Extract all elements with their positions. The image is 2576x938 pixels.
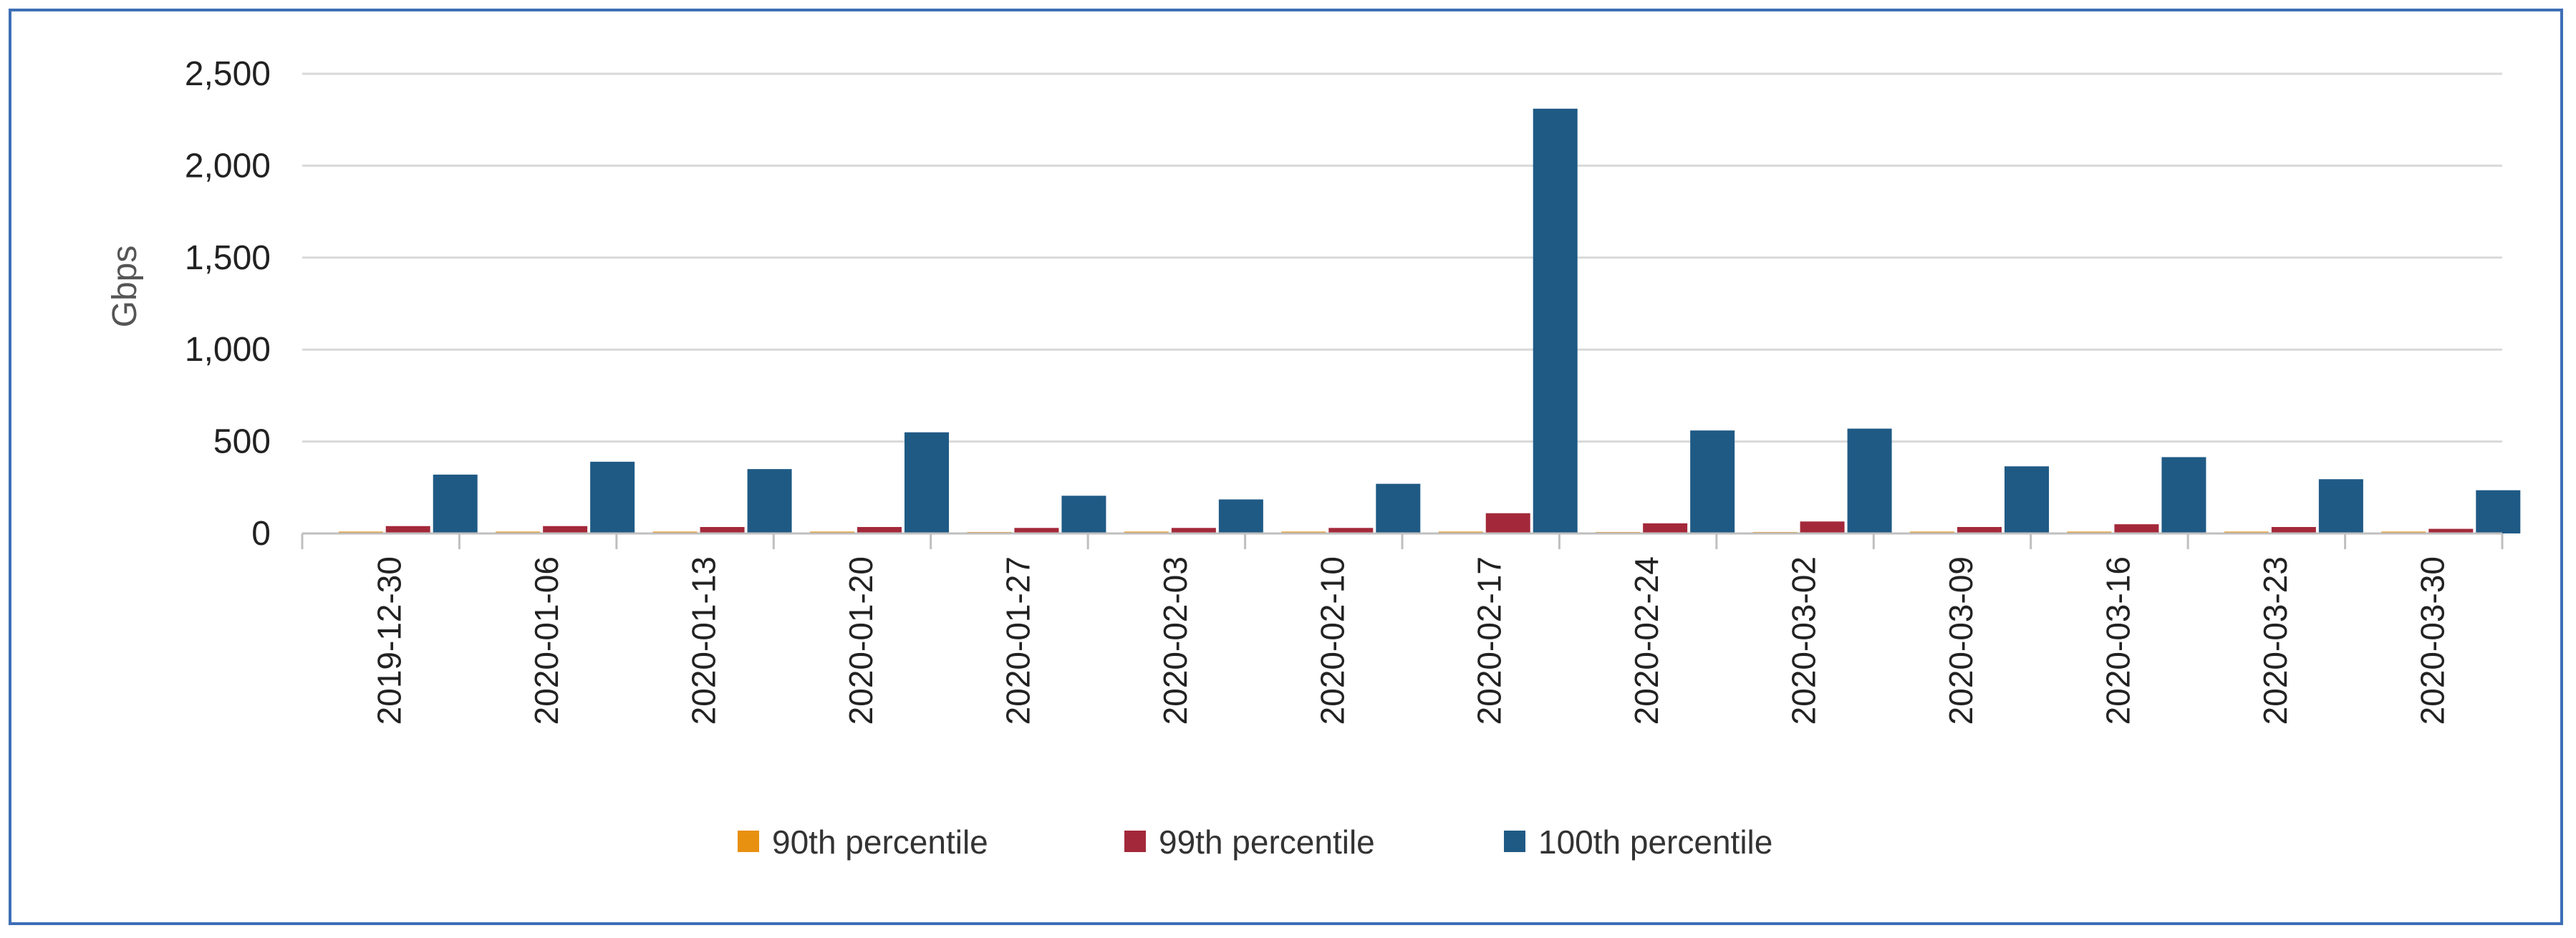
y-tick-label: 2,000: [185, 147, 271, 185]
x-axis: [301, 532, 2504, 549]
legend-swatch: [1504, 831, 1525, 852]
gridlines: [302, 72, 2502, 443]
bar-100th-percentile-2020-01-06: [590, 461, 635, 533]
y-tick-label: 1,500: [185, 239, 271, 277]
legend-label: 90th percentile: [772, 823, 988, 861]
bar-100th-percentile-2020-02-24: [1690, 430, 1735, 533]
x-tick-label: 2020-03-02: [1785, 556, 1823, 725]
y-tick-label: 1,000: [185, 331, 271, 369]
bar-100th-percentile-2020-03-23: [2318, 479, 2363, 533]
bar-100th-percentile-2020-01-20: [905, 432, 949, 533]
legend-label: 100th percentile: [1538, 823, 1772, 861]
x-tick-label: 2020-02-03: [1157, 556, 1194, 725]
x-tick-label: 2020-01-20: [842, 556, 879, 725]
bar-99th-percentile-2019-12-30: [385, 526, 430, 533]
y-tick-label: 2,500: [185, 55, 271, 93]
bar-100th-percentile-2019-12-30: [433, 474, 478, 533]
bar-100th-percentile-2020-01-27: [1061, 495, 1106, 533]
legend-label: 99th percentile: [1159, 823, 1375, 861]
bar-99th-percentile-2020-02-03: [1171, 528, 1216, 533]
chart-frame: [9, 9, 2563, 925]
x-tick-label: 2019-12-30: [371, 556, 408, 725]
bar-99th-percentile-2020-01-06: [543, 526, 588, 533]
x-tick-label: 2020-02-24: [1628, 556, 1665, 725]
bar-100th-percentile-2020-03-02: [1847, 428, 1892, 533]
x-tick-label: 2020-01-13: [685, 556, 723, 725]
bar-99th-percentile-2020-03-16: [2114, 524, 2159, 533]
bar-100th-percentile-2020-01-13: [747, 469, 792, 533]
bar-100th-percentile-2020-02-10: [1376, 483, 1421, 533]
x-tick-label: 2020-01-27: [999, 556, 1036, 725]
legend-swatch: [1124, 831, 1146, 852]
x-tick-label: 2020-03-30: [2413, 556, 2451, 725]
x-tick-label: 2020-03-16: [2099, 556, 2136, 725]
bar-99th-percentile-2020-02-17: [1485, 513, 1530, 533]
bar-99th-percentile-2020-01-20: [857, 527, 902, 533]
y-axis-label: Gbps: [106, 246, 144, 328]
bars: [338, 108, 2521, 534]
bar-100th-percentile-2020-03-16: [2161, 457, 2206, 533]
bar-100th-percentile-2020-03-30: [2476, 490, 2521, 533]
bar-99th-percentile-2020-03-30: [2428, 528, 2474, 533]
x-tick-label: 2020-02-10: [1313, 556, 1351, 725]
bar-99th-percentile-2020-02-24: [1643, 523, 1688, 533]
bar-100th-percentile-2020-02-03: [1218, 499, 1263, 533]
x-tick-label: 2020-03-09: [1942, 556, 1979, 725]
bar-99th-percentile-2020-02-10: [1328, 528, 1374, 533]
bar-99th-percentile-2020-03-09: [1957, 527, 2002, 533]
x-axis-ticks: 2019-12-30 2020-01-06 2020-01-13 2020-01-20…: [371, 556, 2451, 725]
bar-99th-percentile-2020-01-27: [1014, 528, 1059, 533]
y-axis-ticks: 0 500 1,000 1,500 2,000 2,500: [185, 55, 271, 553]
x-tick-label: 2020-03-23: [2257, 556, 2294, 725]
y-tick-label: 0: [251, 515, 271, 553]
x-tick-label: 2020-02-17: [1471, 556, 1508, 725]
x-tick-label: 2020-01-06: [528, 556, 565, 725]
bar-99th-percentile-2020-01-13: [700, 527, 745, 533]
bar-99th-percentile-2020-03-02: [1800, 521, 1845, 533]
bar-99th-percentile-2020-03-23: [2271, 527, 2316, 533]
y-tick-label: 500: [213, 423, 271, 461]
bar-100th-percentile-2020-02-17: [1533, 108, 1578, 534]
bar-100th-percentile-2020-03-09: [2005, 466, 2049, 533]
legend-swatch: [738, 831, 759, 852]
legend: 90th percentile 99th percentile 100th perc…: [738, 823, 1772, 861]
